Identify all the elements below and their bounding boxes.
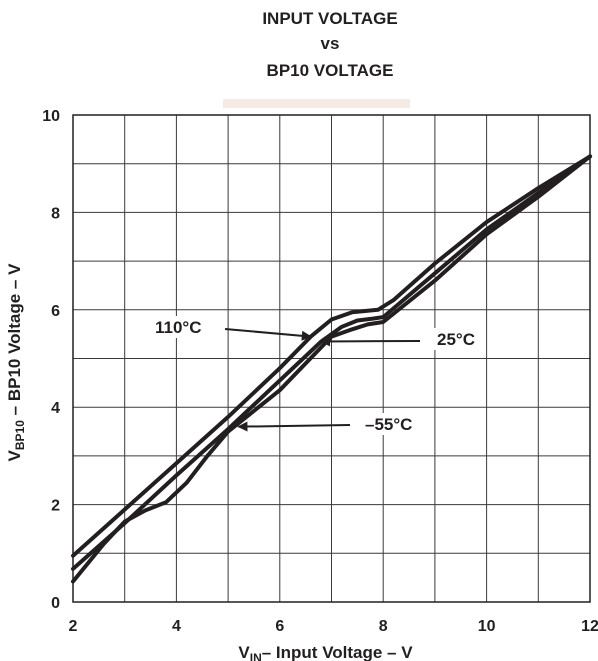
x-tick-label: 12	[581, 618, 598, 635]
x-tick-label: 6	[275, 618, 284, 635]
y-tick-label: 2	[51, 498, 60, 515]
title-underline-decoration	[223, 99, 410, 108]
annotation-arrow	[237, 421, 351, 432]
y-tick-label: 8	[51, 205, 60, 222]
chart-title-line-2: vs	[320, 34, 340, 53]
y-axis-label: VBP10 – BP10 Voltage – V	[5, 263, 27, 462]
annotation-label: 25°C	[437, 330, 475, 349]
annotation-label: –55°C	[365, 415, 412, 434]
annotation-arrow	[224, 328, 312, 341]
grid	[72, 114, 591, 603]
y-tick-label: 0	[51, 595, 60, 612]
x-tick-label: 2	[69, 618, 78, 635]
x-tick-label: 8	[379, 618, 388, 635]
plot-frame	[72, 114, 591, 603]
series-line-1	[71, 154, 592, 558]
x-tick-label: 4	[172, 618, 181, 635]
annotation-label-background	[151, 316, 209, 338]
series-lines	[71, 154, 592, 584]
series-line-2	[71, 154, 592, 571]
annotations: 110°C 25°C –55°C	[151, 316, 481, 435]
annotation-label-background	[361, 413, 419, 435]
chart-title-line-1: INPUT VOLTAGE	[262, 9, 398, 28]
annotation-label: 110°C	[155, 318, 202, 337]
y-tick-label: 10	[42, 108, 60, 125]
y-tick-label: 4	[51, 400, 60, 417]
chart-title-line-3: BP10 VOLTAGE	[266, 61, 394, 80]
x-tick-label: 10	[478, 618, 496, 635]
series-line-3	[71, 154, 592, 584]
x-axis-label: VIN– Input Voltage – V	[238, 643, 413, 661]
annotation-label-background	[433, 328, 481, 350]
y-tick-label: 6	[51, 303, 60, 320]
